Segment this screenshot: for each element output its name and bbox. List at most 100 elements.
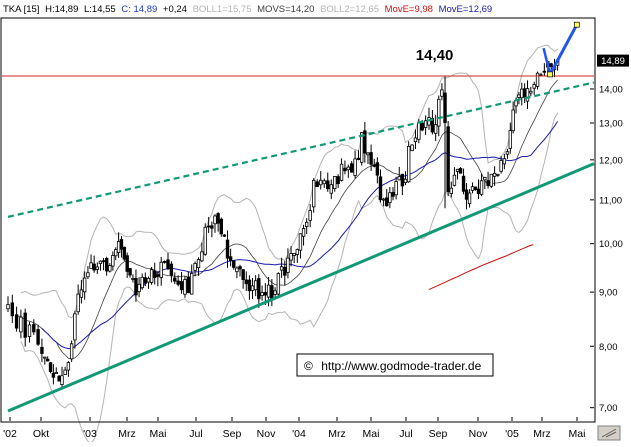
candle: [437, 95, 441, 137]
candle: [517, 91, 521, 105]
plot-frame: [0, 17, 596, 423]
candle-body: [298, 233, 303, 251]
arrow-stem: [542, 47, 552, 75]
candle-body: [173, 277, 177, 282]
candle: [247, 275, 252, 300]
candle-body: [505, 151, 510, 155]
candle-body: [235, 267, 239, 273]
resistance-group: 14,40: [2, 47, 594, 77]
candle-body: [210, 225, 214, 229]
header-boll1: BOLL1=15,75: [193, 4, 252, 15]
candle: [520, 82, 524, 106]
y-axis: 7,00 8,00 9,00 10,00 11,00 12,00 13,00 14,00: [590, 84, 623, 414]
candle: [505, 148, 510, 159]
candle-body: [143, 277, 148, 284]
candle-body: [213, 215, 217, 225]
header-move-blue: MovE=12,69: [439, 4, 493, 15]
candle-body: [308, 210, 312, 221]
candle-body: [391, 192, 395, 197]
candle-body: [489, 173, 494, 187]
y-tick-label: 14,00: [599, 84, 623, 95]
candle-body: [517, 94, 521, 98]
candle: [6, 296, 10, 313]
current-price-label: 14,89: [601, 56, 625, 67]
candle-body: [241, 269, 245, 280]
candle: [369, 144, 373, 172]
header-close: C: 14,89: [121, 4, 157, 15]
candle-body: [76, 293, 80, 313]
candle-body: [149, 269, 154, 283]
candle: [403, 171, 408, 186]
candle-body: [378, 176, 383, 200]
candle-body: [134, 278, 138, 296]
candle: [329, 179, 333, 200]
x-tick-label: Jul: [189, 428, 202, 440]
channel-upper-dashed: [7, 81, 595, 218]
candle-body: [511, 109, 515, 132]
candle: [140, 273, 144, 290]
candle: [333, 176, 337, 192]
candle: [483, 176, 487, 190]
candle-body: [529, 90, 533, 94]
candle-body: [483, 177, 487, 181]
candle: [210, 221, 214, 238]
moving-averages: [16, 79, 559, 360]
corner-resize-icon[interactable]: [597, 425, 621, 441]
candle-body: [279, 266, 284, 271]
candle-body: [122, 246, 127, 260]
moving-average-blue: [41, 121, 559, 350]
candle: [108, 263, 112, 273]
candle: [385, 189, 389, 207]
candle-body: [496, 173, 500, 176]
candle: [458, 167, 463, 174]
y-tick-label: 12,00: [599, 155, 623, 166]
candle: [238, 264, 242, 277]
candle-body: [232, 260, 236, 268]
candle-body: [6, 304, 10, 310]
candle: [289, 246, 293, 267]
channel-lower-solid: [7, 162, 595, 413]
candle-body: [92, 263, 96, 271]
candle-body: [146, 278, 151, 283]
candle: [539, 72, 543, 77]
x-tick-label: Mai: [150, 428, 167, 440]
candle: [489, 173, 494, 189]
candle: [319, 171, 323, 190]
resistance-label: 14,40: [416, 47, 454, 64]
candle-body: [128, 268, 132, 276]
candle: [95, 262, 100, 275]
candle: [131, 274, 135, 283]
candle-body: [276, 273, 281, 295]
x-tick-label: '02: [3, 428, 17, 440]
candlesticks: [6, 58, 560, 389]
candle: [461, 168, 466, 195]
candle: [114, 247, 118, 261]
candle-body: [535, 72, 540, 87]
svg-text:© http://www.godmode-tra: © http://www.godmode-trader.de: [304, 359, 482, 373]
candle: [176, 275, 180, 287]
candle: [473, 186, 478, 191]
candle: [122, 246, 127, 262]
candle: [57, 374, 61, 382]
x-tick-label: Sep: [223, 428, 242, 440]
candle: [286, 248, 290, 279]
candle-body: [458, 168, 463, 174]
candle-body: [385, 197, 389, 207]
candle-body: [60, 375, 64, 385]
candle: [326, 172, 330, 192]
candle-body: [257, 278, 261, 300]
candle: [511, 101, 515, 134]
candle-body: [216, 213, 220, 224]
candle: [98, 260, 103, 271]
candle-body: [333, 176, 337, 190]
header-symbol: TKA [15]: [3, 4, 39, 15]
arrow-end-marker: [573, 21, 580, 28]
candle-body: [253, 280, 258, 291]
candle: [470, 182, 475, 194]
candle: [375, 157, 380, 184]
x-tick-label: Nov: [257, 428, 276, 440]
candle-body: [381, 198, 386, 201]
candle: [499, 156, 503, 174]
candle-body: [353, 158, 357, 176]
